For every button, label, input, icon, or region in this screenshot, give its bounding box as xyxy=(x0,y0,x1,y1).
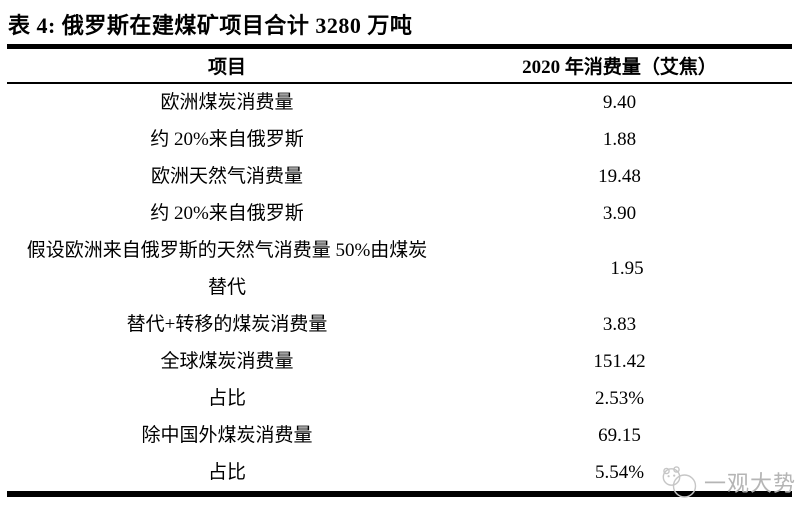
item-cell: 约 20%来自俄罗斯 xyxy=(150,203,304,224)
table-row: 欧洲天然气消费量 19.48 xyxy=(7,158,792,195)
column-header-value: 2020 年消费量（艾焦） xyxy=(522,57,717,78)
table-row: 约 20%来自俄罗斯 3.90 xyxy=(7,195,792,232)
table-row: 欧洲煤炭消费量 9.40 xyxy=(7,84,792,121)
header-divider-rule xyxy=(7,82,792,84)
panda-logo-icon xyxy=(660,464,697,499)
item-cell: 欧洲煤炭消费量 xyxy=(160,92,294,113)
item-cell: 占比 xyxy=(207,388,246,409)
item-cell: 假设欧洲来自俄罗斯的天然气消费量 50%由煤炭替代 xyxy=(26,240,428,298)
title-underline-rule xyxy=(7,44,792,49)
item-cell: 占比 xyxy=(207,462,246,483)
value-cell: 5.54% xyxy=(594,461,645,483)
value-cell: 19.48 xyxy=(598,165,641,187)
data-table: 项目 2020 年消费量（艾焦） 欧洲煤炭消费量 9.40 约 20%来自俄罗斯 1.… xyxy=(7,49,792,497)
value-cell: 2.53% xyxy=(594,387,645,409)
table-title: 表 4: 俄罗斯在建煤矿项目合计 3280 万吨 xyxy=(8,13,413,38)
value-cell: 69.15 xyxy=(598,424,641,446)
value-cell: 9.40 xyxy=(602,91,637,113)
column-header-item: 项目 xyxy=(207,57,246,78)
table-row: 占比 2.53% xyxy=(7,380,792,417)
value-cell: 1.95 xyxy=(610,258,644,279)
value-cell: 151.42 xyxy=(593,350,646,372)
watermark-label: 一观大势 xyxy=(703,470,796,496)
table-row: 除中国外煤炭消费量 69.15 xyxy=(7,417,792,454)
brand-watermark: 一观大势 xyxy=(660,464,796,499)
value-cell: 1.88 xyxy=(602,128,637,150)
table-header-row: 项目 2020 年消费量（艾焦） xyxy=(7,49,792,82)
item-cell: 全球煤炭消费量 xyxy=(160,351,294,372)
value-cell: 3.83 xyxy=(602,313,637,335)
item-cell: 约 20%来自俄罗斯 xyxy=(150,129,304,150)
value-cell: 3.90 xyxy=(602,202,637,224)
table-row: 占比 5.54% xyxy=(7,454,792,491)
table-row: 约 20%来自俄罗斯 1.88 xyxy=(7,121,792,158)
table-bottom-rule xyxy=(7,491,792,497)
table-row: 全球煤炭消费量 151.42 xyxy=(7,343,792,380)
table-body: 欧洲煤炭消费量 9.40 约 20%来自俄罗斯 1.88 欧洲天然气消费量 19.48 约 … xyxy=(7,84,792,491)
table-row: 假设欧洲来自俄罗斯的天然气消费量 50%由煤炭替代 1.95 xyxy=(7,232,792,306)
table-row: 替代+转移的煤炭消费量 3.83 xyxy=(7,306,792,343)
item-cell: 欧洲天然气消费量 xyxy=(150,166,303,187)
item-cell: 替代+转移的煤炭消费量 xyxy=(126,314,328,335)
item-cell: 除中国外煤炭消费量 xyxy=(141,425,313,446)
